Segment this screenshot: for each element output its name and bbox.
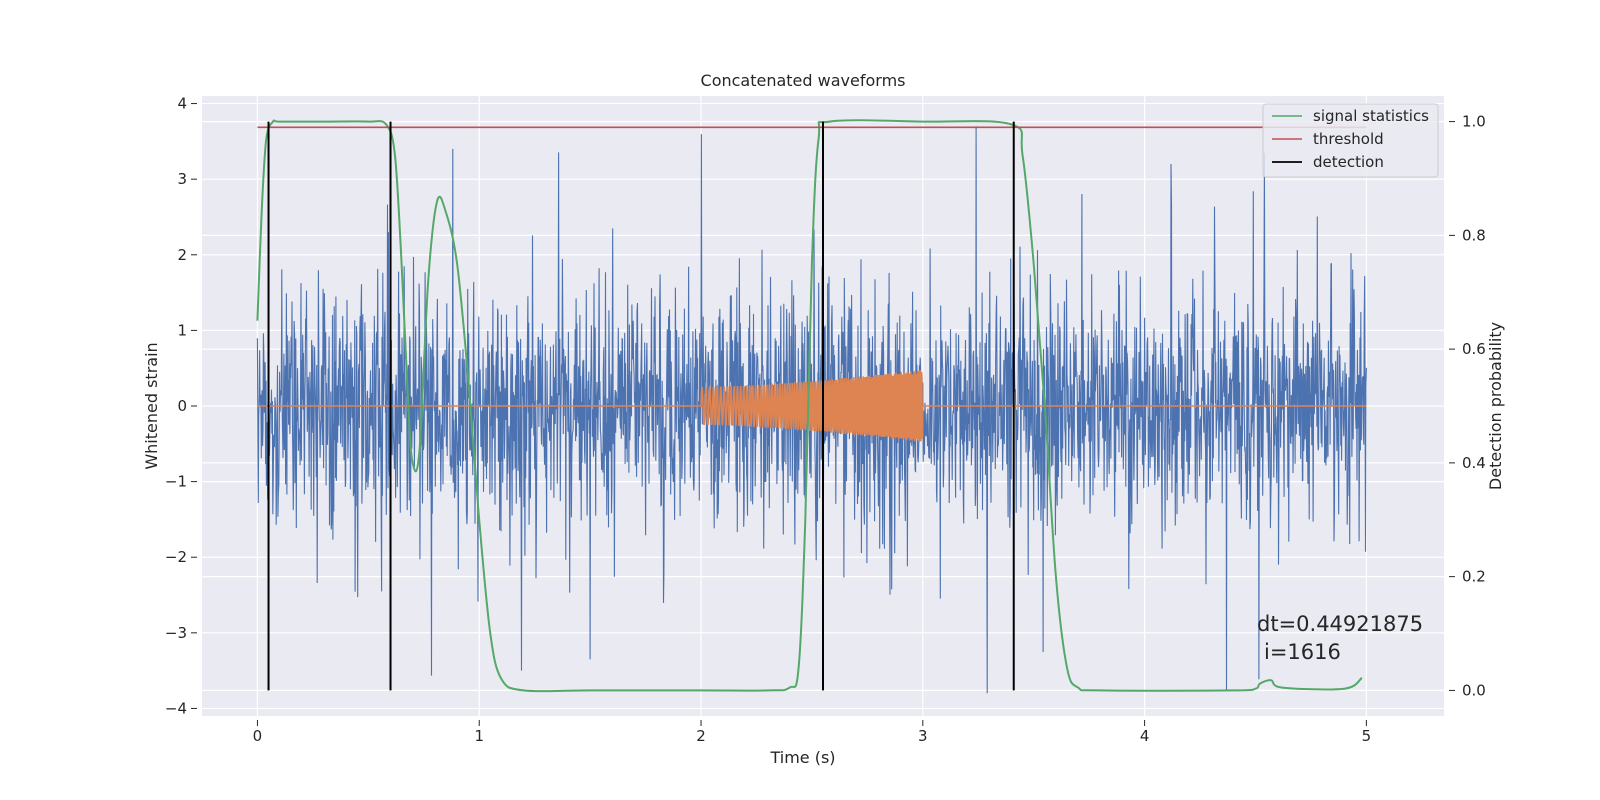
y-tick-label: 0 — [177, 397, 187, 415]
y-tick-label: −2 — [165, 548, 187, 566]
series-layer — [256, 119, 1367, 694]
annotation-index: i=1616 — [1264, 640, 1341, 664]
y-tick-label: 4 — [177, 95, 187, 113]
series-signal-statistics — [256, 119, 1363, 693]
y2-tick-label: 1.0 — [1462, 113, 1486, 131]
y2-tick-label: 0.8 — [1462, 226, 1486, 244]
x-tick-label: 1 — [474, 727, 484, 745]
x-tick-label: 2 — [696, 727, 706, 745]
y-axis-label: Whitened strain — [142, 342, 161, 469]
left-axis: −4 −3 −2 −1 0 1 2 3 4 — [165, 95, 197, 717]
x-axis: 0 1 2 3 4 5 — [253, 720, 1371, 745]
y-tick-label: −1 — [165, 473, 187, 491]
legend-frame — [1262, 103, 1439, 178]
annotation-dt: dt=0.44921875 — [1257, 612, 1423, 636]
y-tick-label: 3 — [177, 170, 187, 188]
y2-tick-label: 0.0 — [1462, 681, 1486, 699]
y-tick-label: 2 — [177, 246, 187, 264]
y2-tick-label: 0.2 — [1462, 568, 1486, 586]
series-injected-signal — [257, 370, 1367, 442]
legend-label-detection: detection — [1313, 153, 1384, 171]
y2-tick-label: 0.6 — [1462, 340, 1486, 358]
chart-title: Concatenated waveforms — [701, 71, 906, 90]
x-tick-label: 4 — [1140, 727, 1150, 745]
y2-tick-label: 0.4 — [1462, 454, 1486, 472]
y2-axis-label: Detection probability — [1486, 322, 1505, 490]
legend-label-signal-statistics: signal statistics — [1313, 107, 1429, 125]
x-tick-label: 0 — [253, 727, 263, 745]
legend: signal statistics threshold detection — [1262, 103, 1439, 178]
y-tick-label: −3 — [165, 624, 187, 642]
legend-label-threshold: threshold — [1313, 130, 1384, 148]
right-axis: 0.0 0.2 0.4 0.6 0.8 1.0 — [1449, 113, 1486, 699]
y-tick-label: −4 — [165, 699, 187, 717]
x-tick-label: 5 — [1362, 727, 1372, 745]
x-tick-label: 3 — [918, 727, 928, 745]
x-axis-label: Time (s) — [769, 748, 835, 767]
y-tick-label: 1 — [177, 321, 187, 339]
